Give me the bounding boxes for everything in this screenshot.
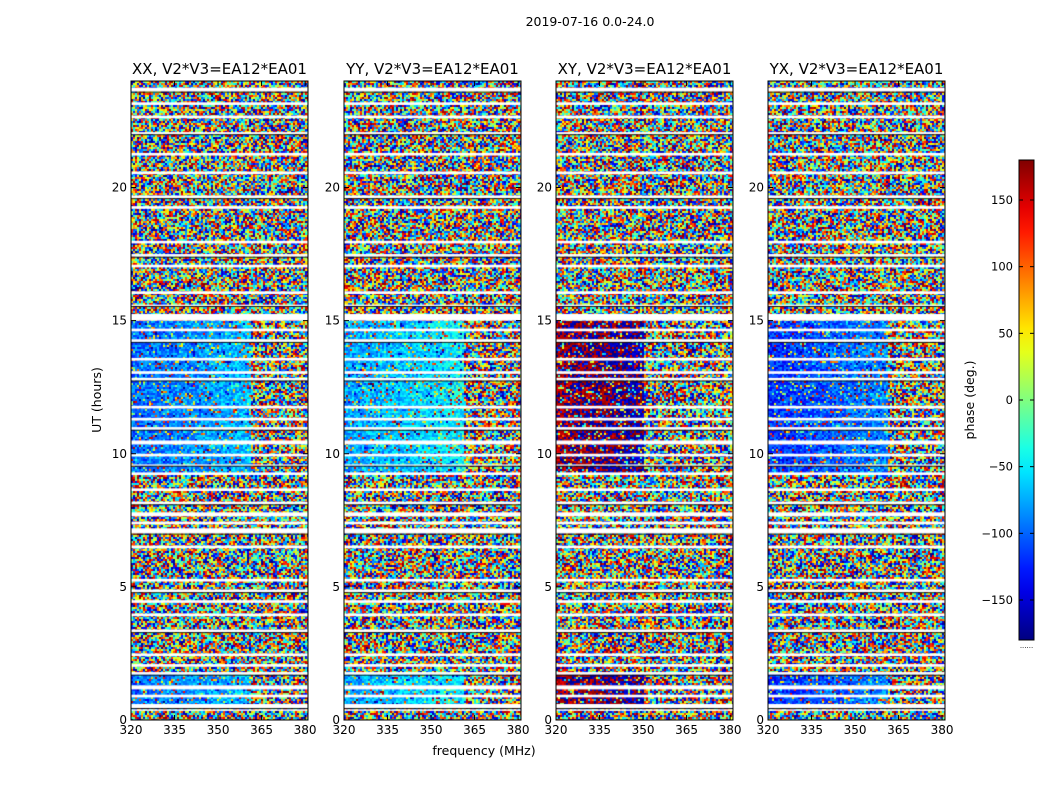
panel-title-4: YX, V2*V3=EA12*EA01 xyxy=(769,60,944,78)
panel-3-ytick-label-15: 15 xyxy=(537,314,552,328)
panel-1-ytick-label-0: 0 xyxy=(119,713,127,727)
colorbar xyxy=(1019,160,1034,640)
panel-heatmap-4 xyxy=(768,81,945,720)
panel-frame-3 xyxy=(555,80,734,721)
panel-4-ytick-label-0: 0 xyxy=(756,713,764,727)
panel-2-xtick-label-365: 365 xyxy=(463,723,486,737)
colorbar-label: phase (deg.) xyxy=(962,361,977,440)
panel-4-ytick-label-5: 5 xyxy=(756,580,764,594)
panel-1-ytick-label-20: 20 xyxy=(112,181,127,195)
panel-3-ytick-label-0: 0 xyxy=(544,713,552,727)
panel-frame-4 xyxy=(767,80,946,721)
x-axis-label: frequency (MHz) xyxy=(432,743,535,758)
panel-3-xtick-label-335: 335 xyxy=(588,723,611,737)
panel-2-ytick-label-20: 20 xyxy=(325,181,340,195)
panel-2-ytick-label-5: 5 xyxy=(332,580,340,594)
panel-2-xtick-label-320: 320 xyxy=(333,723,356,737)
panel-1-ytick-label-5: 5 xyxy=(119,580,127,594)
colorbar-tick-label-2: 50 xyxy=(998,326,1013,340)
panel-title-2: YY, V2*V3=EA12*EA01 xyxy=(345,60,519,78)
panel-3-ytick-label-10: 10 xyxy=(537,447,552,461)
panel-2-ytick-label-15: 15 xyxy=(325,314,340,328)
panel-1-xtick-label-320: 320 xyxy=(120,723,143,737)
panel-heatmap-2 xyxy=(344,81,521,720)
colorbar-tick-label-4: −50 xyxy=(989,460,1013,474)
panel-4-ytick-label-20: 20 xyxy=(749,181,764,195)
panel-1-xtick-label-380: 380 xyxy=(294,723,317,737)
panel-2-xtick-label-350: 350 xyxy=(420,723,443,737)
y-axis-label: UT (hours) xyxy=(89,367,104,433)
figure-suptitle: 2019-07-16 0.0-24.0 xyxy=(525,14,655,29)
panel-3-xtick-label-350: 350 xyxy=(632,723,655,737)
panel-4-ytick-label-10: 10 xyxy=(749,447,764,461)
panel-1-xtick-label-350: 350 xyxy=(207,723,230,737)
panel-4-xtick-label-350: 350 xyxy=(844,723,867,737)
colorbar-tick-label-5: −100 xyxy=(981,526,1013,540)
colorbar-tick-label-0: 150 xyxy=(991,193,1013,207)
panel-4-xtick-label-380: 380 xyxy=(931,723,954,737)
panel-3-xtick-label-365: 365 xyxy=(675,723,698,737)
panel-1-ytick-label-15: 15 xyxy=(112,314,127,328)
panel-4-xtick-label-335: 335 xyxy=(800,723,823,737)
colorbar-tick-label-6: −150 xyxy=(981,593,1013,607)
panel-3-ytick-label-20: 20 xyxy=(537,181,552,195)
colorbar-footer: ...... xyxy=(1020,642,1033,650)
panel-3-xtick-label-320: 320 xyxy=(545,723,568,737)
panel-2-ytick-label-10: 10 xyxy=(325,447,340,461)
panel-3-xtick-label-380: 380 xyxy=(719,723,742,737)
panel-2-xtick-label-335: 335 xyxy=(376,723,399,737)
colorbar-tick-label-3: 0 xyxy=(1006,393,1013,407)
panel-4-xtick-label-320: 320 xyxy=(757,723,780,737)
panel-1-ytick-label-10: 10 xyxy=(112,447,127,461)
panel-2-xtick-label-380: 380 xyxy=(507,723,530,737)
panel-title-3: XY, V2*V3=EA12*EA01 xyxy=(558,60,732,78)
panel-2-ytick-label-0: 0 xyxy=(332,713,340,727)
colorbar-tick-label-1: 100 xyxy=(991,260,1013,274)
panel-frame-1 xyxy=(130,80,309,721)
panel-frame-2 xyxy=(343,80,522,721)
panel-3-ytick-label-5: 5 xyxy=(544,580,552,594)
panel-1-xtick-label-365: 365 xyxy=(250,723,273,737)
panel-4-xtick-label-365: 365 xyxy=(887,723,910,737)
panel-4-ytick-label-15: 15 xyxy=(749,314,764,328)
panel-title-1: XX, V2*V3=EA12*EA01 xyxy=(132,60,307,78)
panel-heatmap-3 xyxy=(556,81,733,720)
panel-1-xtick-label-335: 335 xyxy=(163,723,186,737)
panel-heatmap-1 xyxy=(131,81,308,720)
